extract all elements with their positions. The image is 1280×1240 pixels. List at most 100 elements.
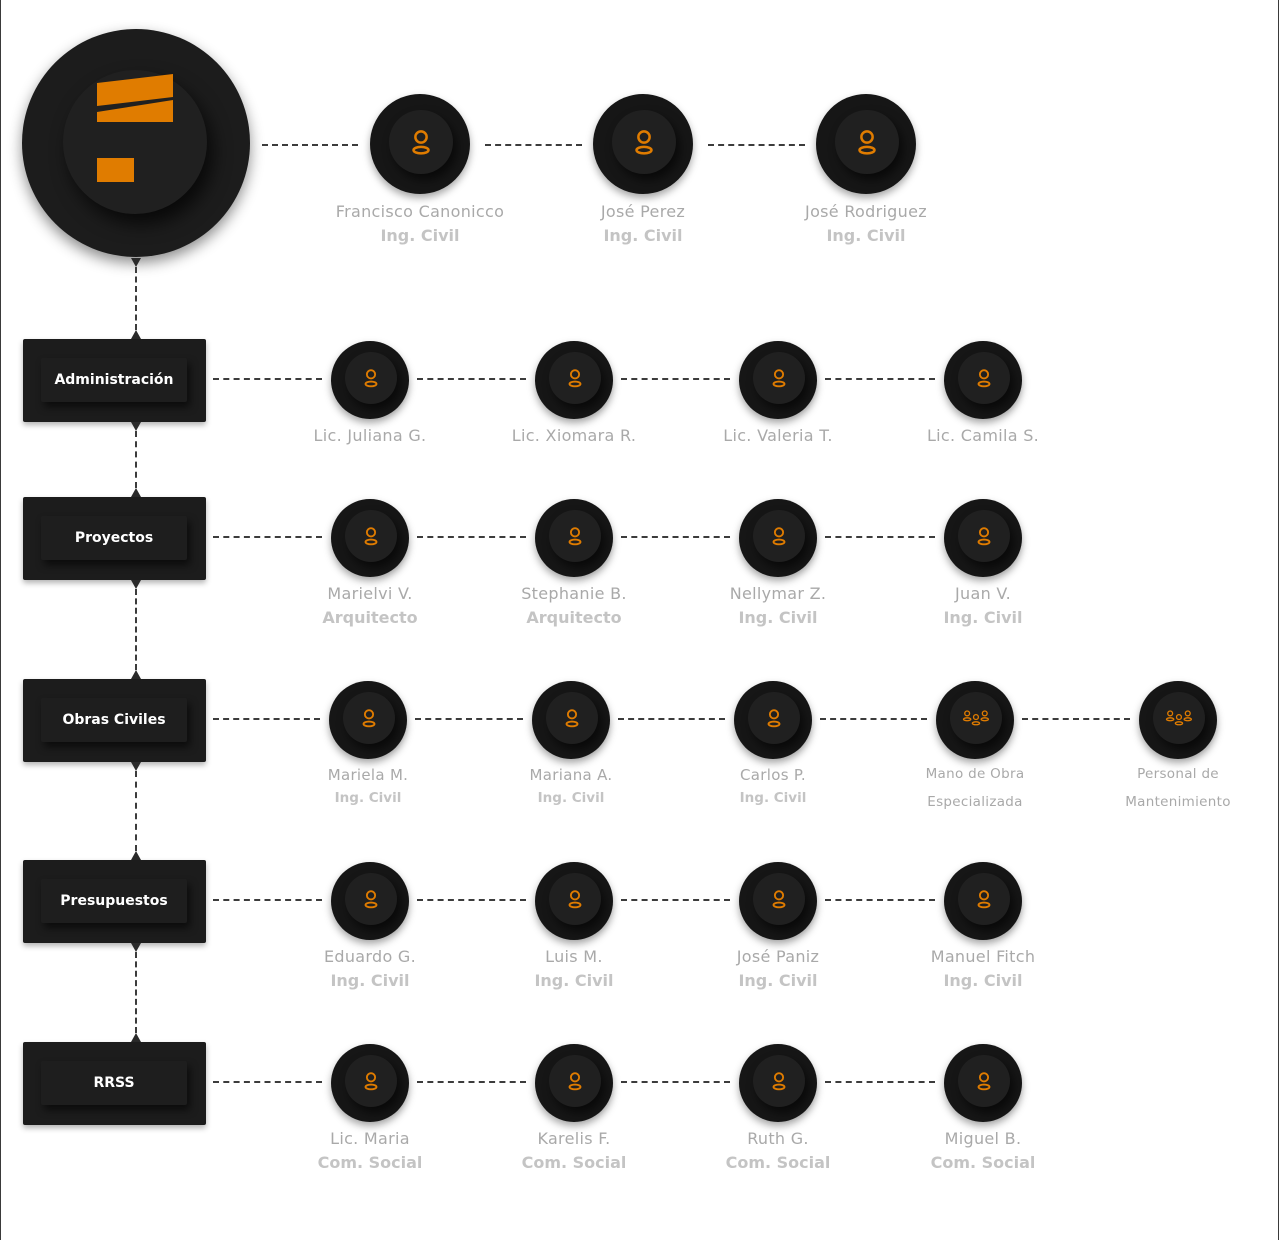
person-icon [835, 110, 899, 174]
dashed-connector [213, 899, 322, 901]
dashed-connector [618, 718, 725, 720]
vertical-connector [135, 267, 137, 330]
company-logo-node[interactable] [22, 29, 250, 257]
dashed-connector [825, 378, 935, 380]
department-box[interactable]: Proyectos [23, 497, 206, 580]
dashed-connector [213, 378, 322, 380]
member-name: Nellymar Z. [729, 584, 827, 603]
person-icon [753, 1055, 805, 1107]
member-node[interactable] [739, 1044, 817, 1122]
member-node[interactable] [532, 681, 610, 759]
dashed-connector [213, 1081, 322, 1083]
member-name: Lic. Valeria T. [723, 426, 833, 445]
member-node[interactable] [535, 1044, 613, 1122]
member-role: Com. Social [317, 1153, 423, 1172]
member-name: Carlos P. [740, 766, 806, 784]
dashed-connector [417, 1081, 526, 1083]
member-name: Mariela M. [327, 766, 409, 784]
department-box[interactable]: Presupuestos [23, 860, 206, 943]
person-icon [549, 873, 601, 925]
member-role: Arquitecto [322, 608, 418, 627]
person-icon [345, 352, 397, 404]
dashed-connector [415, 718, 523, 720]
member-node[interactable] [1139, 681, 1217, 759]
arrow-up-icon [131, 670, 141, 679]
member-node[interactable] [739, 341, 817, 419]
department-button[interactable]: Presupuestos [41, 879, 187, 923]
member-node[interactable] [329, 681, 407, 759]
department-box[interactable]: RRSS [23, 1042, 206, 1125]
person-icon [345, 510, 397, 562]
person-icon [958, 1055, 1010, 1107]
member-name: José Perez [600, 202, 686, 221]
member-name: José Paniz [736, 947, 820, 966]
arrow-down-icon [131, 943, 141, 952]
department-box[interactable]: Administración [23, 339, 206, 422]
member-name: Marielvi V. [327, 584, 413, 603]
member-role: Ing. Civil [380, 226, 460, 245]
department-box[interactable]: Obras Civiles [23, 679, 206, 762]
frame-left-border [0, 0, 1, 1240]
member-node[interactable] [535, 499, 613, 577]
member-node[interactable] [739, 499, 817, 577]
member-role: Especializada [927, 794, 1023, 810]
person-icon [958, 873, 1010, 925]
member-role: Ing. Civil [334, 790, 402, 806]
member-role: Ing. Civil [943, 971, 1023, 990]
dashed-connector [1022, 718, 1130, 720]
member-node[interactable] [944, 1044, 1022, 1122]
dashed-connector [820, 718, 927, 720]
member-name: Lic. Juliana G. [313, 426, 427, 445]
member-role: Ing. Civil [534, 971, 614, 990]
department-button[interactable]: Proyectos [41, 516, 187, 560]
member-node[interactable] [331, 862, 409, 940]
member-node[interactable] [944, 862, 1022, 940]
member-node[interactable] [331, 341, 409, 419]
department-button[interactable]: Obras Civiles [41, 698, 187, 742]
dashed-connector [621, 536, 730, 538]
member-name: Lic. Camila S. [926, 426, 1040, 445]
member-role: Ing. Civil [739, 790, 807, 806]
group-icon [950, 692, 1002, 744]
arrow-down-icon [131, 762, 141, 771]
person-icon [546, 692, 598, 744]
member-name: Luis M. [545, 947, 603, 966]
member-name: Manuel Fitch [930, 947, 1036, 966]
member-name: Mariana A. [529, 766, 613, 784]
member-role: Com. Social [930, 1153, 1036, 1172]
member-node[interactable] [535, 341, 613, 419]
person-icon [958, 352, 1010, 404]
member-node[interactable] [331, 1044, 409, 1122]
frame-right-border [1278, 0, 1279, 1240]
member-node[interactable] [936, 681, 1014, 759]
dashed-connector [417, 536, 526, 538]
member-node[interactable] [816, 94, 916, 194]
department-button[interactable]: RRSS [41, 1061, 187, 1105]
member-name: Stephanie B. [521, 584, 627, 603]
member-node[interactable] [593, 94, 693, 194]
department-button[interactable]: Administración [41, 358, 187, 402]
dashed-connector [825, 1081, 935, 1083]
person-icon [549, 1055, 601, 1107]
member-node[interactable] [944, 499, 1022, 577]
person-icon [389, 110, 453, 174]
person-icon [345, 1055, 397, 1107]
dashed-connector [213, 718, 320, 720]
member-node[interactable] [331, 499, 409, 577]
member-role: Com. Social [521, 1153, 627, 1172]
member-role: Ing. Civil [738, 971, 818, 990]
member-node[interactable] [734, 681, 812, 759]
dashed-connector [621, 378, 730, 380]
person-icon [958, 510, 1010, 562]
dashed-connector [417, 899, 526, 901]
member-node[interactable] [535, 862, 613, 940]
member-name: Miguel B. [944, 1129, 1022, 1148]
arrow-down-icon [131, 258, 141, 267]
person-icon [753, 352, 805, 404]
dashed-connector [485, 144, 582, 146]
member-node[interactable] [944, 341, 1022, 419]
member-node[interactable] [370, 94, 470, 194]
member-name: Francisco Canonicco [335, 202, 505, 221]
member-role: Ing. Civil [603, 226, 683, 245]
member-node[interactable] [739, 862, 817, 940]
